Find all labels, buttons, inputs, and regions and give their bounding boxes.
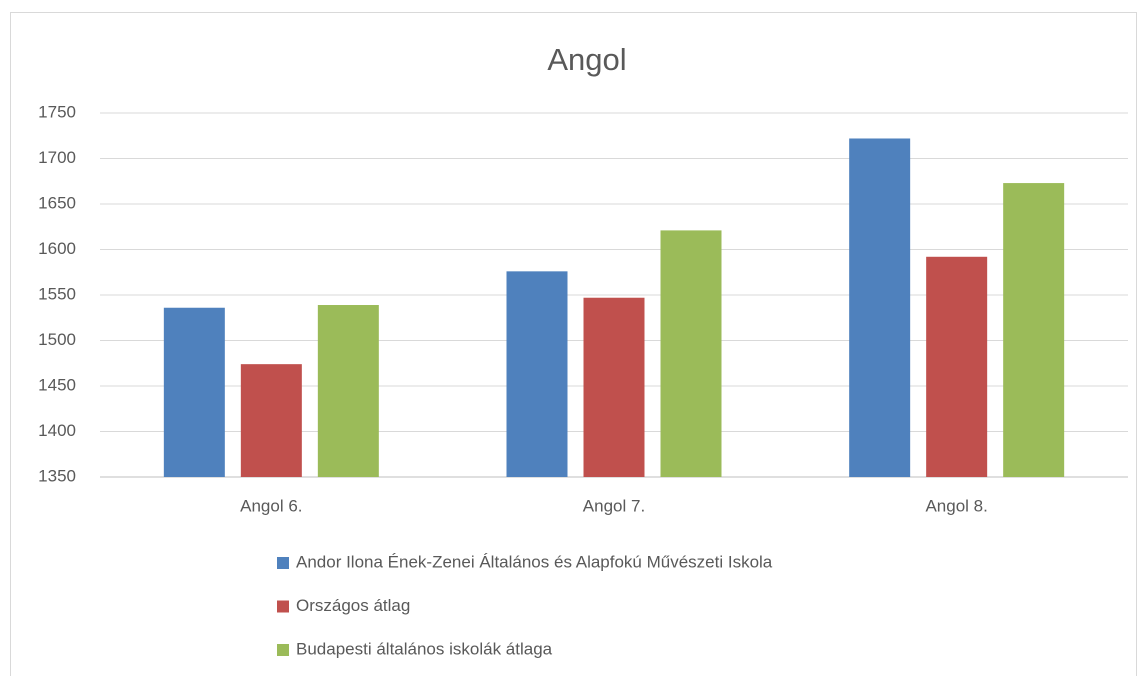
legend-swatch (277, 644, 289, 656)
x-tick-label: Angol 6. (240, 496, 302, 515)
legend-label: Budapesti általános iskolák átlaga (296, 639, 553, 658)
y-tick-label: 1700 (38, 148, 76, 167)
x-tick-label: Angol 8. (925, 496, 987, 515)
y-tick-label: 1550 (38, 284, 76, 303)
y-tick-label: 1350 (38, 466, 76, 485)
bar (849, 138, 911, 478)
chart-title: Angol (547, 42, 626, 77)
x-tick-label: Angol 7. (583, 496, 645, 515)
y-tick-label: 1500 (38, 330, 76, 349)
y-tick-label: 1400 (38, 421, 76, 440)
legend-swatch (277, 557, 289, 569)
legend-swatch (277, 600, 289, 613)
bar (583, 297, 645, 477)
bar (317, 305, 379, 477)
legend-label: Andor Ilona Ének-Zenei Általános és Alap… (296, 552, 773, 571)
y-tick-label: 1600 (38, 239, 76, 258)
bar (240, 364, 302, 477)
bar (926, 256, 988, 477)
y-tick-label: 1750 (38, 102, 76, 121)
y-tick-label: 1450 (38, 375, 76, 394)
bar (1003, 183, 1065, 477)
legend-label: Országos átlag (296, 596, 410, 615)
bar (660, 230, 722, 477)
bar (506, 271, 568, 477)
y-tick-label: 1650 (38, 193, 76, 212)
bar (163, 307, 225, 477)
